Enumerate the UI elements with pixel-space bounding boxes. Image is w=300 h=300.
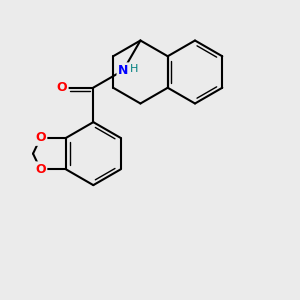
Text: H: H [130, 64, 138, 74]
Text: O: O [56, 81, 67, 94]
Text: N: N [118, 64, 128, 77]
Text: O: O [35, 163, 46, 176]
Text: O: O [35, 131, 46, 144]
